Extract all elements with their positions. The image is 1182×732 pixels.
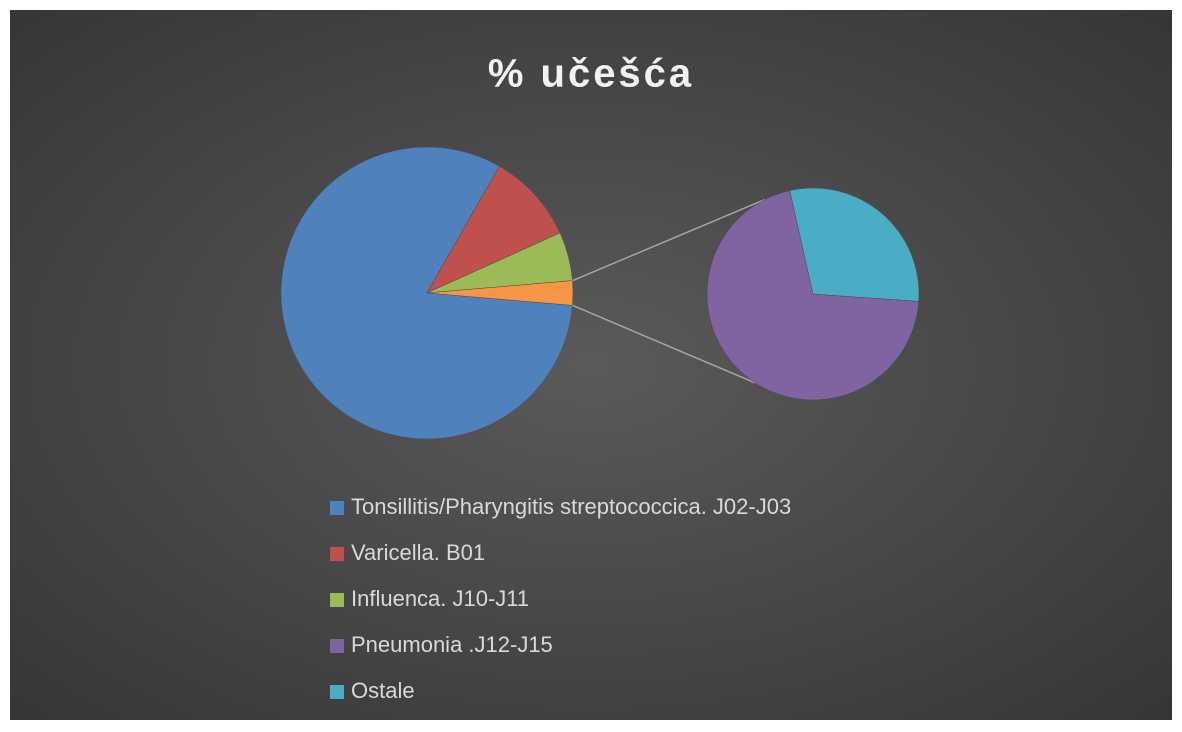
legend-swatch [330,547,344,561]
pie-slice [789,187,920,302]
legend-swatch [330,639,344,653]
legend-swatch [330,593,344,607]
pie-slice [426,165,561,294]
pie-slice [706,190,920,401]
connector-line [572,304,756,384]
legend-swatch [330,501,344,515]
legend-swatch [330,685,344,699]
legend-label: Tonsillitis/Pharyngitis streptococcica. … [351,494,791,519]
connector-line [572,198,766,282]
chart-title: % učešća [488,52,694,96]
legend-label: Influenca. J10-J11 [351,586,529,611]
legend-label: Pneumonia .J12-J15 [351,632,553,657]
legend-label: Varicella. B01 [351,540,485,565]
chart-area [10,10,1172,720]
legend-label: Ostale [351,678,415,703]
other-slice [426,280,574,306]
